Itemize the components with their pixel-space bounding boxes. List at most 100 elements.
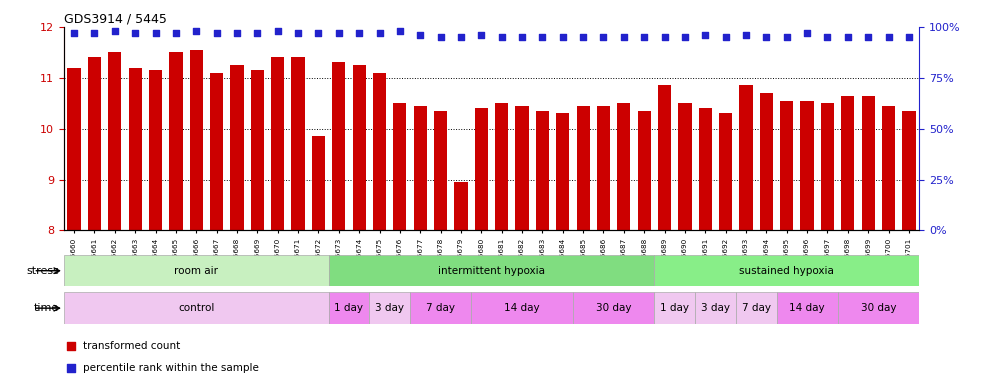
Bar	[838, 292, 919, 324]
Bar	[108, 52, 122, 230]
Bar	[373, 73, 386, 230]
Point	[189, 28, 204, 34]
Text: 14 day: 14 day	[789, 303, 825, 313]
Bar	[169, 52, 183, 230]
Point	[535, 34, 550, 40]
Text: control: control	[178, 303, 214, 313]
Point	[636, 34, 652, 40]
Bar	[573, 292, 655, 324]
Point	[839, 34, 855, 40]
Point	[820, 34, 836, 40]
Bar	[658, 85, 671, 230]
Point	[799, 30, 815, 36]
Bar	[556, 113, 569, 230]
Bar	[328, 292, 370, 324]
Bar	[434, 111, 447, 230]
Bar	[251, 70, 264, 230]
Text: room air: room air	[174, 266, 218, 276]
Bar	[230, 65, 244, 230]
Point	[514, 34, 530, 40]
Text: 30 day: 30 day	[596, 303, 631, 313]
Bar	[861, 96, 875, 230]
Point	[718, 34, 733, 40]
Point	[759, 34, 775, 40]
Bar	[777, 292, 838, 324]
Point	[677, 34, 693, 40]
Text: stress: stress	[27, 266, 59, 276]
Bar	[760, 93, 773, 230]
Bar	[410, 292, 471, 324]
Bar	[515, 106, 529, 230]
Bar	[353, 65, 366, 230]
Point	[351, 30, 367, 36]
Bar	[902, 111, 915, 230]
Bar	[414, 106, 427, 230]
Bar	[781, 101, 793, 230]
Bar	[271, 58, 284, 230]
Point	[698, 32, 714, 38]
Bar	[370, 292, 410, 324]
Point	[269, 28, 285, 34]
Text: 1 day: 1 day	[661, 303, 689, 313]
Text: time: time	[33, 303, 59, 313]
Text: intermittent hypoxia: intermittent hypoxia	[438, 266, 545, 276]
Point	[474, 32, 490, 38]
Bar	[190, 50, 202, 230]
Text: 30 day: 30 day	[861, 303, 896, 313]
Point	[860, 34, 876, 40]
Bar	[719, 113, 732, 230]
Bar	[471, 292, 573, 324]
Bar	[695, 292, 736, 324]
Text: transformed count: transformed count	[83, 341, 180, 351]
Bar	[882, 106, 896, 230]
Point	[413, 32, 429, 38]
Bar	[393, 103, 407, 230]
Text: 7 day: 7 day	[426, 303, 455, 313]
Text: 1 day: 1 day	[334, 303, 364, 313]
Point	[127, 30, 144, 36]
Point	[596, 34, 611, 40]
Point	[311, 30, 326, 36]
Bar	[736, 292, 777, 324]
Bar	[495, 103, 508, 230]
Point	[331, 30, 347, 36]
Point	[250, 30, 265, 36]
Point	[107, 28, 123, 34]
Point	[63, 343, 79, 349]
Text: 7 day: 7 day	[742, 303, 771, 313]
Point	[147, 30, 163, 36]
Point	[453, 34, 469, 40]
Bar	[800, 101, 814, 230]
Bar	[64, 255, 328, 286]
Point	[433, 34, 448, 40]
Text: GDS3914 / 5445: GDS3914 / 5445	[64, 13, 167, 26]
Bar	[821, 103, 835, 230]
Point	[87, 30, 102, 36]
Bar	[655, 292, 695, 324]
Bar	[148, 70, 162, 230]
Point	[392, 28, 408, 34]
Point	[657, 34, 672, 40]
Bar	[678, 103, 692, 230]
Text: sustained hypoxia: sustained hypoxia	[739, 266, 835, 276]
Bar	[576, 106, 590, 230]
Bar	[475, 108, 488, 230]
Point	[901, 34, 917, 40]
Bar	[536, 111, 549, 230]
Bar	[210, 73, 223, 230]
Point	[168, 30, 184, 36]
Text: 3 day: 3 day	[701, 303, 730, 313]
Bar	[68, 68, 81, 230]
Point	[616, 34, 632, 40]
Bar	[87, 58, 101, 230]
Bar	[454, 182, 468, 230]
Bar	[655, 255, 919, 286]
Bar	[699, 108, 712, 230]
Point	[229, 30, 245, 36]
Bar	[312, 136, 325, 230]
Text: percentile rank within the sample: percentile rank within the sample	[83, 363, 259, 373]
Point	[575, 34, 591, 40]
Point	[290, 30, 306, 36]
Text: 14 day: 14 day	[504, 303, 540, 313]
Text: 3 day: 3 day	[376, 303, 404, 313]
